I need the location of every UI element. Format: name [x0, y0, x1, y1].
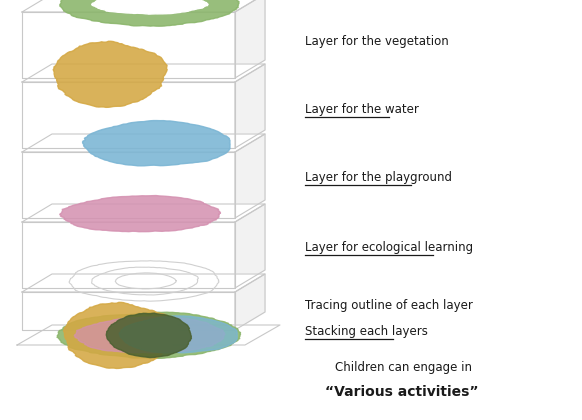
Polygon shape — [22, 82, 235, 148]
Polygon shape — [22, 204, 265, 222]
Text: Tracing outline of each layer: Tracing outline of each layer — [305, 299, 473, 312]
Polygon shape — [22, 274, 265, 292]
Polygon shape — [53, 41, 167, 108]
Text: Layer for the vegetation: Layer for the vegetation — [305, 36, 449, 48]
Polygon shape — [60, 196, 221, 232]
Polygon shape — [17, 325, 280, 345]
Polygon shape — [119, 316, 237, 353]
Polygon shape — [235, 64, 265, 148]
Polygon shape — [74, 317, 225, 353]
Polygon shape — [57, 312, 241, 358]
Polygon shape — [22, 134, 265, 152]
Polygon shape — [63, 302, 178, 368]
Text: Stacking each layers: Stacking each layers — [305, 326, 428, 339]
Polygon shape — [22, 64, 265, 82]
Text: Children can engage in: Children can engage in — [335, 362, 472, 375]
Polygon shape — [235, 0, 265, 78]
Text: Layer for the water: Layer for the water — [305, 103, 419, 116]
Polygon shape — [22, 222, 235, 288]
Polygon shape — [92, 0, 208, 14]
Text: Layer for ecological learning: Layer for ecological learning — [305, 241, 473, 255]
Polygon shape — [235, 274, 265, 330]
Polygon shape — [83, 121, 230, 166]
Polygon shape — [235, 134, 265, 218]
Polygon shape — [22, 292, 235, 330]
Polygon shape — [60, 0, 239, 26]
Text: Layer for the playground: Layer for the playground — [305, 171, 452, 184]
Polygon shape — [22, 12, 235, 78]
Polygon shape — [235, 204, 265, 288]
Polygon shape — [22, 152, 235, 218]
Text: “Various activities”: “Various activities” — [325, 385, 478, 399]
Polygon shape — [22, 0, 265, 12]
Polygon shape — [107, 313, 191, 357]
